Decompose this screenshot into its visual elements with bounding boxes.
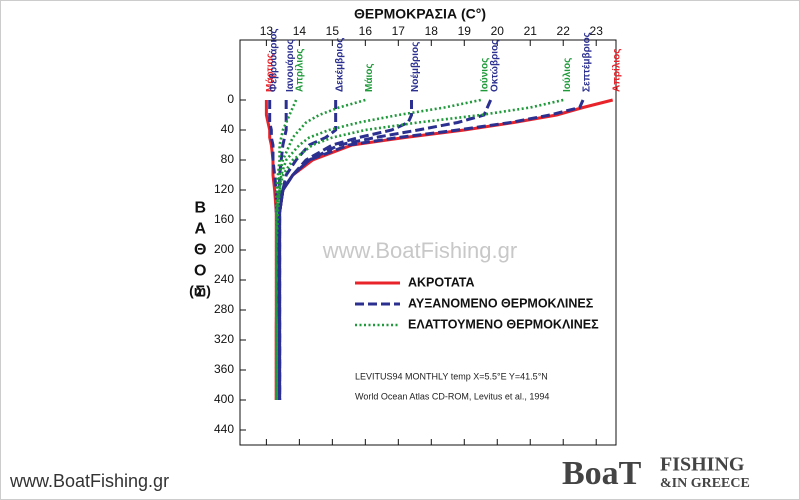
x-tick-label: 23	[590, 24, 604, 38]
x-tick-label: 16	[359, 24, 373, 38]
y-tick-label: 160	[214, 212, 234, 226]
x-tick-label: 17	[392, 24, 406, 38]
y-tick-label: 80	[221, 152, 235, 166]
legend-label: ΑΚΡΟΤΑΤΑ	[408, 275, 475, 289]
y-tick-label: 400	[214, 392, 234, 406]
profile-label: Μάρτιος	[265, 53, 276, 92]
y-tick-label: 240	[214, 272, 234, 286]
logo-bottom: &IN GREECE	[660, 476, 750, 491]
profile-label: Ιανουάριος	[285, 39, 296, 92]
legend-label: ΕΛΑΤΤΟΥΜΕΝΟ ΘΕΡΜΟΚΛΙΝΕΣ	[408, 317, 599, 331]
plot-frame	[239, 39, 617, 446]
y-tick-label: 280	[214, 302, 234, 316]
y-axis-unit: (m)	[189, 283, 211, 299]
legend-label: ΑΥΞΑΝΟΜΕΝΟ ΘΕΡΜΟΚΛΙΝΕΣ	[408, 296, 594, 310]
profile-label: Απρίλιος	[611, 49, 622, 93]
profile-line	[278, 99, 585, 400]
y-tick-label: 360	[214, 362, 234, 376]
y-tick-label: 440	[214, 422, 234, 436]
x-tick-label: 20	[491, 24, 505, 38]
profile-label: Δεκέμβριος	[334, 37, 345, 92]
y-tick-label: 320	[214, 332, 234, 346]
y-tick-label: 0	[227, 92, 234, 106]
profile-label: Ιούλιος	[562, 58, 573, 92]
x-tick-label: 18	[425, 24, 439, 38]
x-tick-label: 15	[326, 24, 340, 38]
footer-url: www.BoatFishing.gr	[9, 471, 169, 491]
logo-main: BoaT	[562, 455, 642, 492]
x-tick-label: 22	[557, 24, 571, 38]
profile-label: Νοέμβριος	[410, 42, 421, 92]
profile-line	[274, 98, 366, 400]
profile-label: Ιούνιος	[479, 58, 490, 92]
profile-label: Απρίλιος	[295, 49, 306, 93]
x-tick-label: 13	[260, 24, 274, 38]
y-tick-label: 200	[214, 242, 234, 256]
profile-line	[278, 100, 338, 400]
annotation: World Ocean Atlas CD-ROM, Levitus et al.…	[355, 391, 549, 401]
x-tick-label: 14	[293, 24, 307, 38]
chart-title: ΘΕΡΜΟΚΡΑΣΙΑ (C°)	[354, 6, 486, 22]
profile-line	[274, 99, 298, 400]
watermark: www.BoatFishing.gr	[322, 238, 517, 263]
profile-label: Σεπτέμβριος	[582, 32, 593, 92]
profile-label: Φεβρουάριος	[268, 28, 279, 92]
logo-top: FISHING	[660, 454, 745, 476]
profile-label: Οκτώβριος	[489, 40, 500, 92]
x-tick-label: 19	[458, 24, 472, 38]
y-tick-label: 120	[214, 182, 234, 196]
annotation: LEVITUS94 MONTHLY temp X=5.5°E Y=41.5°N	[355, 371, 548, 381]
profile-line	[268, 100, 282, 400]
x-tick-label: 21	[524, 24, 538, 38]
profile-line	[274, 98, 482, 400]
y-tick-label: 40	[221, 122, 235, 136]
y-axis-label: ΒΑΘΟΣ	[192, 200, 209, 305]
profile-label: Μάιος	[364, 63, 375, 92]
